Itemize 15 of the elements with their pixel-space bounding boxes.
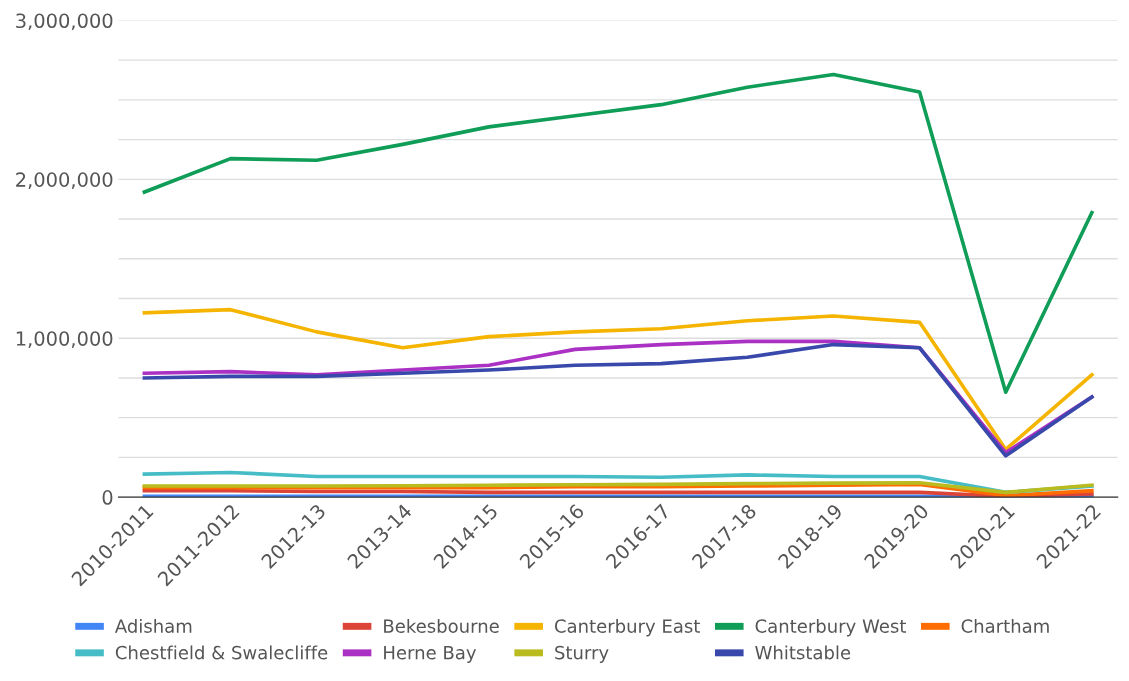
line-series: [142, 72, 1094, 395]
y-tick-label: 1,000,000: [16, 331, 113, 348]
legend-label: Chestfield & Swalecliffe: [115, 645, 328, 660]
legend-label: Herne Bay: [384, 645, 477, 663]
y-tick-label: 0: [102, 490, 113, 505]
legend-label: Whitstable: [755, 645, 851, 660]
line-series: [142, 307, 1094, 452]
legend-label: Chartham: [961, 618, 1049, 633]
legend-label: Bekesbourne: [384, 618, 499, 633]
legend-label: Sturry: [555, 645, 609, 663]
legend-label: Adisham: [114, 618, 192, 633]
y-tick-label: 2,000,000: [16, 172, 113, 189]
legend-label: Canterbury East: [554, 618, 700, 637]
y-tick-label: 3,000,000: [16, 13, 113, 31]
legend-label: Canterbury West: [755, 618, 906, 637]
